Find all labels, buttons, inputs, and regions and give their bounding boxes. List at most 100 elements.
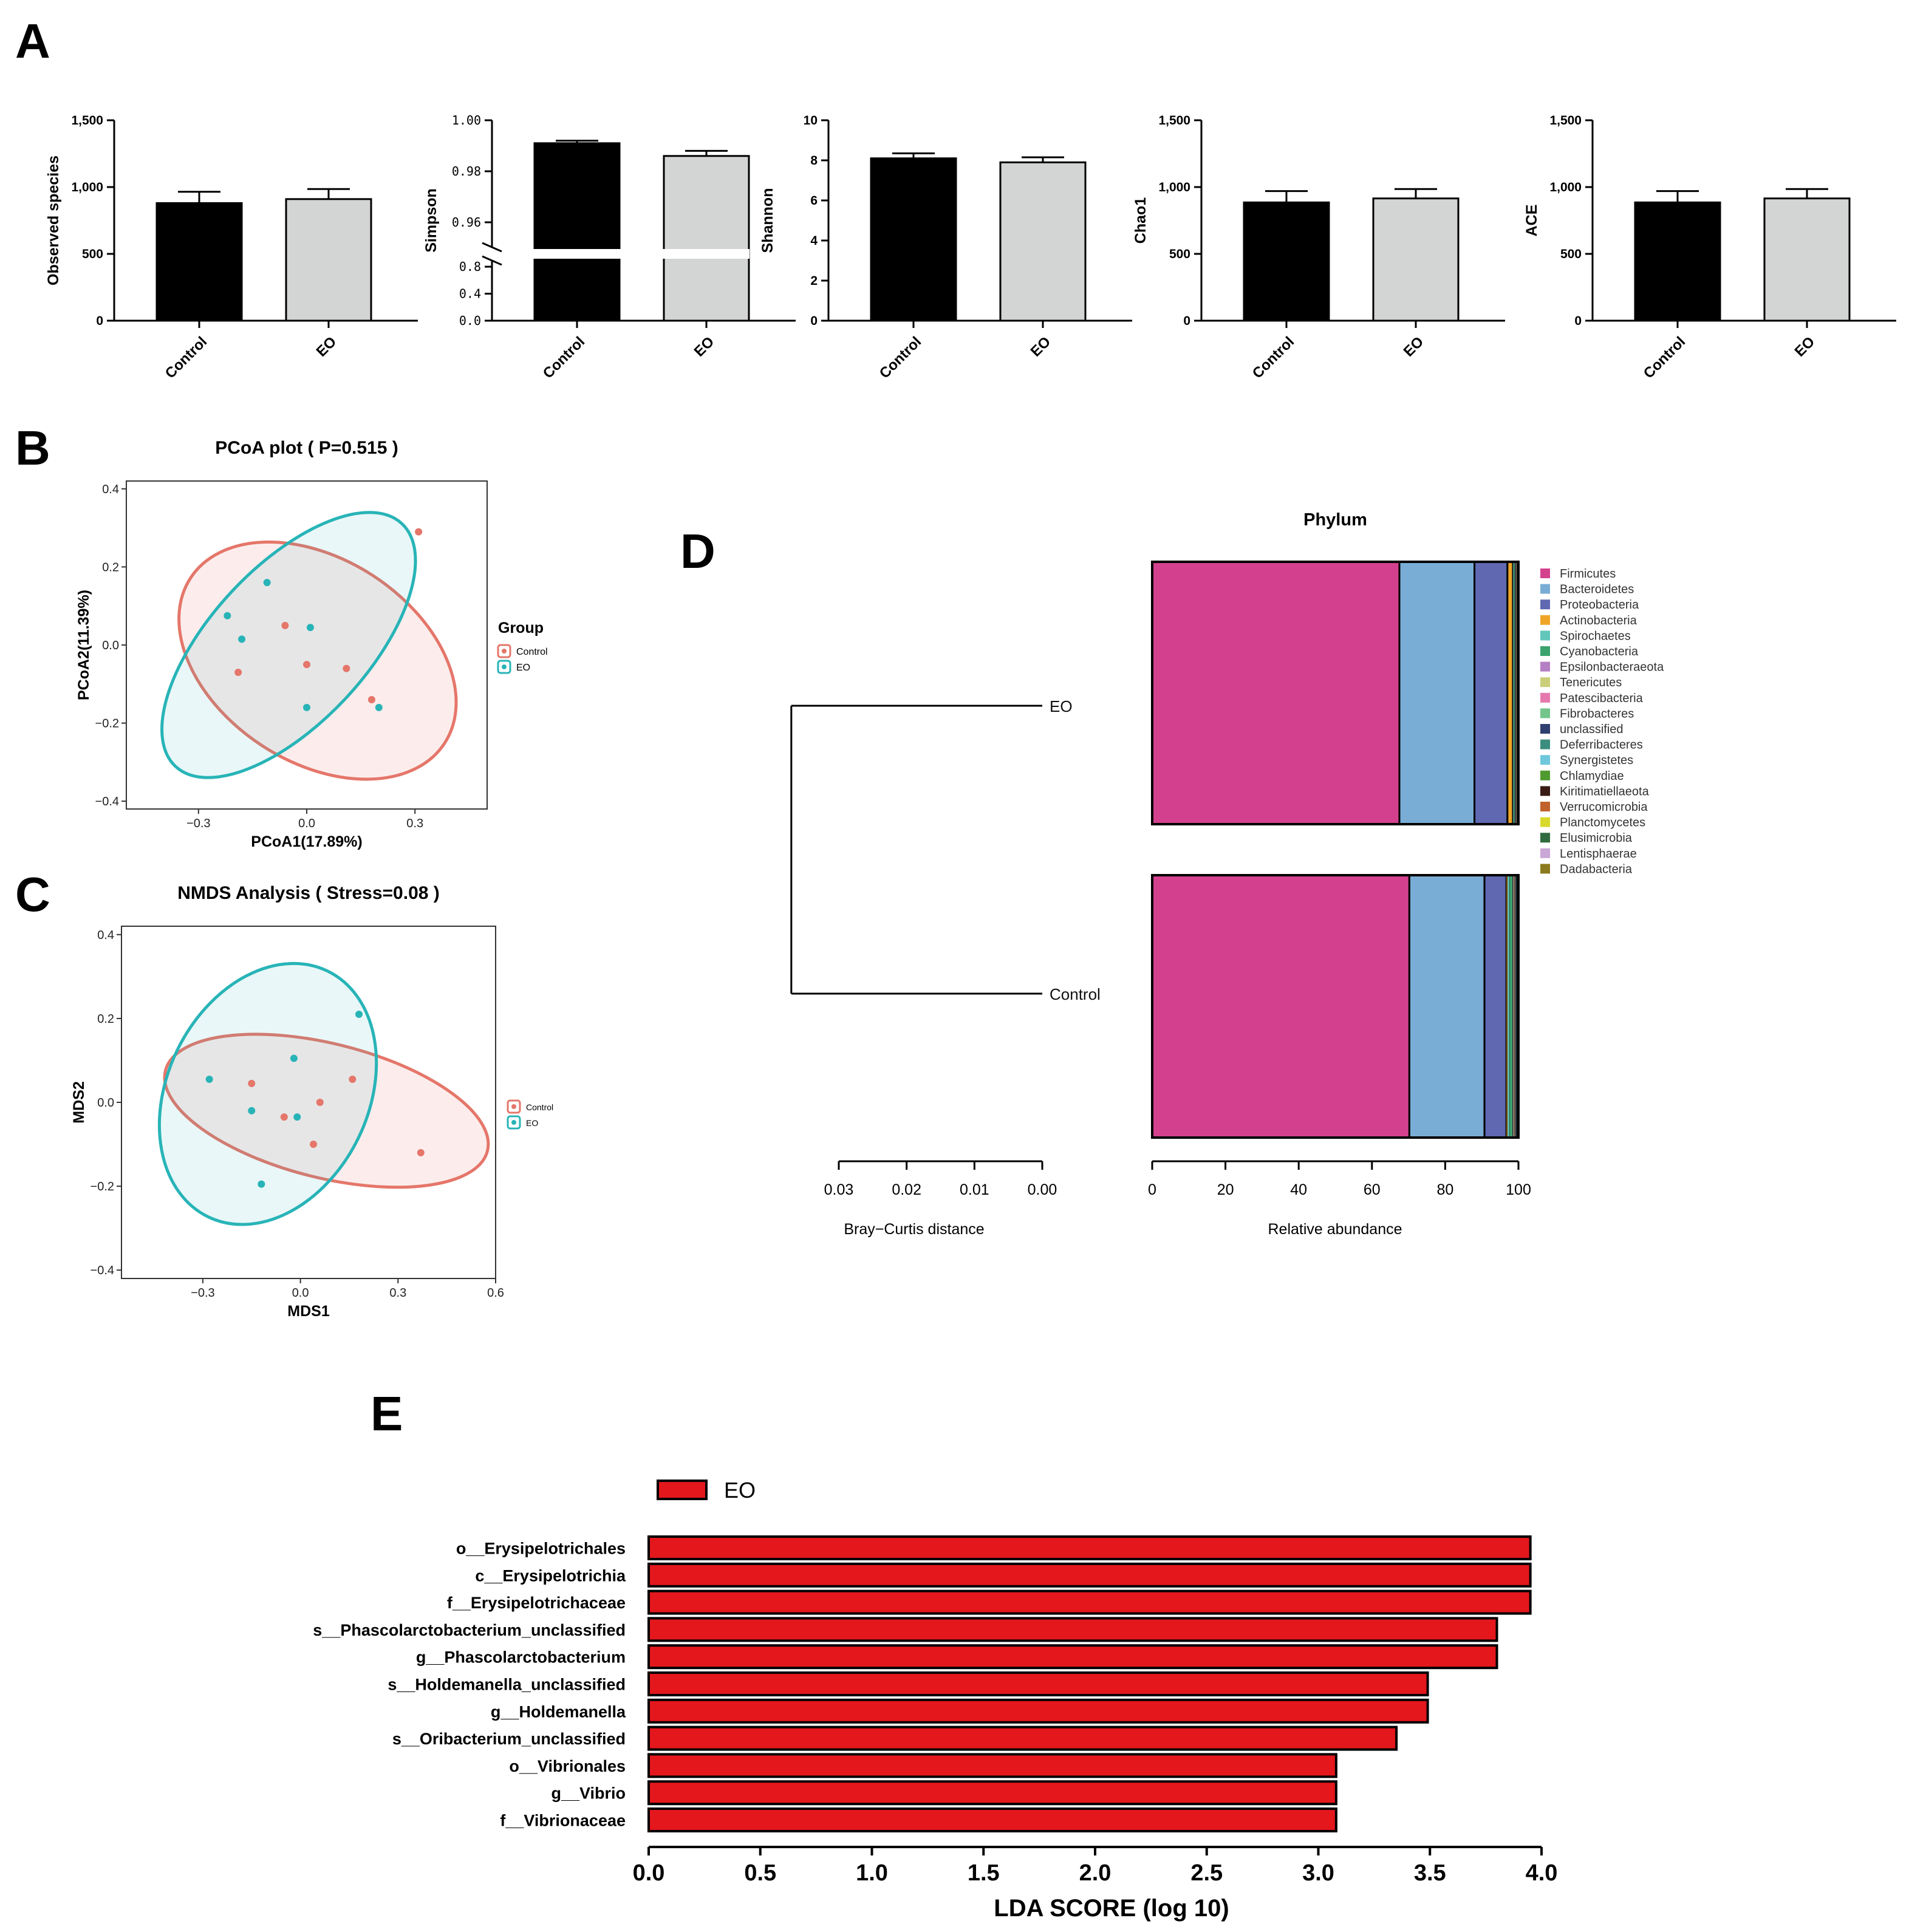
- chao1-y-tick-label: 1,500: [1158, 114, 1190, 128]
- dendrogram-x-tick-label: 0.02: [892, 1181, 921, 1198]
- phylum-x-tick-label: 0: [1148, 1181, 1156, 1198]
- ace-y-tick-label: 0: [1574, 314, 1582, 328]
- phylum-legend-label: Fibrobacteres: [1560, 707, 1634, 720]
- shannon-x-tick-label: Control: [876, 333, 924, 381]
- pcoa-title: PCoA plot ( P=0.515 ): [215, 438, 398, 458]
- lda-category-label: f__Erysipelotrichaceae: [447, 1594, 626, 1612]
- phylum-segment-control: [1408, 874, 1486, 1139]
- phylum-legend-key: [1540, 786, 1550, 796]
- pcoa-ellipse-eo: [160, 511, 417, 779]
- nmds-ellipse-control: [163, 1033, 490, 1189]
- ace-y-tick-label: 1,500: [1549, 114, 1582, 128]
- nmds-point-control: [349, 1076, 357, 1084]
- nmds-y-label: MDS2: [70, 1081, 87, 1123]
- observed-x-tick-label: EO: [313, 333, 340, 360]
- phylum-legend-key: [1540, 833, 1550, 843]
- observed-y-tick-label: 500: [82, 247, 103, 261]
- pcoa-x-tick-label: −0.3: [186, 817, 210, 830]
- chao1-x-tick-label: EO: [1401, 333, 1427, 360]
- nmds-x-label: MDS1: [287, 1303, 330, 1320]
- phylum-legend-label: Spirochaetes: [1560, 629, 1631, 643]
- simpson-axis-break: [482, 249, 750, 259]
- phylum-segment-eo: [1512, 561, 1514, 825]
- simpson-break-mark: [482, 242, 502, 253]
- observed-y-tick-label: 1,500: [71, 114, 103, 128]
- pcoa-plot: −0.3 0.0 0.3 −0.4 −0.2 0.0 0.2 0.4 PCoA plot ( P…: [75, 438, 548, 850]
- pcoa-y-tick-label: −0.2: [95, 717, 119, 731]
- phylum-legend-label: Cyanobacteria: [1560, 645, 1639, 658]
- observed-bar-control: [155, 202, 243, 322]
- pcoa-point-eo: [303, 703, 310, 711]
- phylum-legend-key: [1540, 739, 1550, 749]
- nmds-y-tick-label: −0.4: [90, 1264, 114, 1277]
- lda-bar: [647, 1535, 1532, 1560]
- chao1-chart: 0 500 1,000 1,500 Chao1 Control EO: [1132, 114, 1505, 382]
- pcoa-legend-title: Group: [498, 620, 544, 637]
- observed-bar-eo: [285, 198, 372, 322]
- shannon-y-tick-label: 0: [810, 314, 818, 328]
- lda-bar: [647, 1589, 1532, 1615]
- phylum-legend-label: Elusimicrobia: [1560, 831, 1633, 845]
- lda-bar: [647, 1671, 1429, 1696]
- pcoa-y-tick-label: 0.4: [102, 483, 119, 496]
- phylum-legend-label: Lentisphaerae: [1560, 847, 1637, 861]
- phylum-legend-key: [1540, 755, 1550, 765]
- dendrogram-leaf-label: Control: [1050, 985, 1101, 1003]
- phylum-legend-key: [1540, 692, 1550, 703]
- phylum-title: Phylum: [1303, 510, 1367, 530]
- nmds-y-tick-label: 0.2: [97, 1012, 114, 1026]
- phylum-legend-label: Bacteroidetes: [1560, 583, 1634, 596]
- lda-x-tick-label: 1.5: [968, 1860, 1000, 1886]
- simpson-x-tick-label: Control: [540, 333, 588, 381]
- pcoa-y-tick-label: 0.2: [102, 561, 119, 574]
- simpson-y-tick-label: 1.00: [452, 113, 481, 128]
- phylum-legend-label: Planctomycetes: [1560, 816, 1645, 830]
- ace-y-label: ACE: [1523, 205, 1540, 237]
- phylum-legend-label: Epsilonbacteraeota: [1560, 661, 1664, 674]
- nmds-y-tick-label: −0.2: [90, 1180, 114, 1193]
- chao1-bar-eo: [1372, 197, 1460, 322]
- phylum-legend-label: Proteobacteria: [1560, 598, 1639, 612]
- lda-category-label: g__Vibrio: [551, 1784, 626, 1803]
- simpson-y-label: Simpson: [423, 188, 440, 253]
- phylum-legend-label: Synergistetes: [1560, 754, 1633, 767]
- phylum-legend-key: [1540, 724, 1550, 734]
- dendrogram-x-tick-label: 0.00: [1028, 1181, 1057, 1198]
- phylum-legend-label: Firmicutes: [1560, 567, 1616, 581]
- shannon-y-tick-label: 6: [810, 194, 818, 208]
- lda-x-tick-label: 0.0: [633, 1860, 665, 1886]
- phylum-legend-key: [1540, 630, 1550, 641]
- nmds-y-tick-label: 0.4: [97, 929, 114, 942]
- pcoa-x-tick-label: 0.3: [406, 817, 423, 830]
- phylum-segment-eo: [1398, 561, 1476, 825]
- phylum-legend-label: Dadabacteria: [1560, 862, 1633, 876]
- phylum-x-tick-label: 80: [1436, 1181, 1453, 1198]
- phylum-stacked-bar-chart: Phylum 0 20 40 60 80 100 Relative abundance Firm…: [1148, 510, 1664, 1238]
- phylum-x-tick-label: 40: [1290, 1181, 1307, 1198]
- simpson-y-tick-label: 0.0: [459, 313, 481, 328]
- phylum-legend-key: [1540, 661, 1550, 672]
- panel-label-a: A: [15, 14, 50, 68]
- chao1-y-label: Chao1: [1132, 197, 1149, 244]
- lda-category-label: f__Vibrionaceae: [500, 1812, 626, 1830]
- lda-legend-label: EO: [724, 1478, 756, 1503]
- nmds-point-control: [248, 1079, 256, 1087]
- simpson-break-mark: [482, 255, 502, 266]
- simpson-y-tick-label: 0.96: [452, 215, 481, 230]
- phylum-legend-label: unclassified: [1560, 723, 1624, 736]
- nmds-point-eo: [355, 1011, 363, 1018]
- phylum-bar-outline-eo: [1151, 561, 1520, 825]
- nmds-point-control: [310, 1141, 318, 1149]
- shannon-x-tick-label: EO: [1028, 333, 1054, 360]
- nmds-point-eo: [248, 1107, 256, 1114]
- shannon-y-label: Shannon: [759, 188, 776, 253]
- chao1-x-tick-label: Control: [1249, 333, 1297, 381]
- phylum-x-label: Relative abundance: [1268, 1221, 1402, 1238]
- pcoa-point-eo: [375, 703, 383, 711]
- phylum-segment-control: [1483, 874, 1508, 1139]
- lda-bar: [647, 1698, 1429, 1724]
- phylum-legend-key: [1540, 646, 1550, 656]
- lda-bar: [647, 1807, 1337, 1832]
- pcoa-point-control: [303, 661, 310, 669]
- nmds-legend-label-control: Control: [526, 1102, 553, 1112]
